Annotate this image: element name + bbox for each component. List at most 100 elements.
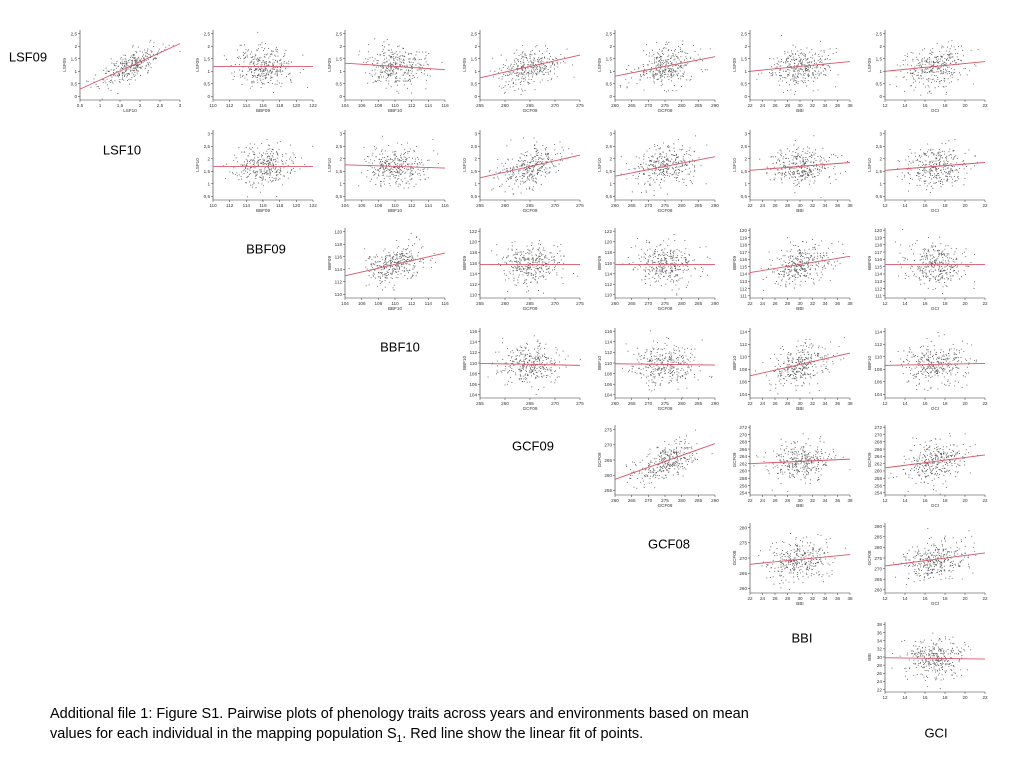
data-point [262, 61, 264, 63]
data-point [918, 173, 920, 175]
x-tick-label: 36 [835, 103, 841, 108]
data-point [423, 64, 425, 66]
data-point [649, 77, 651, 79]
data-point [392, 273, 393, 275]
data-point [412, 173, 414, 175]
data-point [662, 170, 664, 172]
data-point [924, 153, 926, 154]
data-point [672, 90, 674, 91]
data-point [275, 67, 277, 68]
data-point [940, 186, 942, 188]
data-point [245, 167, 246, 169]
data-point [529, 64, 531, 66]
data-point [924, 154, 926, 156]
data-point [788, 75, 790, 77]
x-tick-label: 260 [501, 103, 509, 108]
data-point [663, 172, 664, 174]
data-point [679, 49, 681, 51]
data-point [801, 168, 803, 170]
data-point [245, 170, 247, 172]
data-point [535, 46, 537, 48]
data-point [258, 68, 260, 70]
data-point [965, 68, 966, 69]
data-point [290, 144, 292, 146]
data-point [534, 70, 536, 72]
data-point [246, 74, 248, 76]
data-point [945, 143, 947, 145]
data-point [411, 170, 412, 172]
data-point [383, 62, 385, 64]
data-point [654, 59, 655, 61]
data-point [559, 141, 561, 143]
data-point [539, 64, 541, 66]
data-point [659, 71, 661, 72]
data-point [949, 48, 951, 50]
data-point [526, 161, 528, 163]
data-point [530, 174, 532, 176]
data-point [122, 72, 124, 74]
data-point [681, 64, 683, 66]
data-point [388, 59, 390, 61]
data-point [273, 62, 275, 64]
data-point [924, 86, 926, 88]
data-point [803, 174, 804, 176]
data-point [225, 163, 227, 165]
y-axis-title: LSF10 [597, 158, 602, 172]
data-point [507, 171, 509, 173]
data-point [552, 58, 554, 60]
data-point [266, 77, 268, 79]
data-point [668, 49, 670, 51]
data-point [143, 60, 145, 62]
data-point [254, 143, 256, 145]
data-point [807, 166, 809, 168]
data-point [137, 70, 138, 72]
data-point [933, 62, 935, 64]
data-point [648, 175, 650, 177]
data-point [526, 179, 528, 181]
data-point [424, 58, 425, 60]
data-point [814, 152, 816, 154]
data-point [255, 178, 257, 180]
data-point [396, 170, 398, 172]
x-tick-label: 116 [259, 103, 267, 108]
data-point [889, 84, 891, 86]
data-point [928, 156, 929, 158]
data-point [437, 163, 439, 165]
data-point [795, 53, 797, 55]
data-point [653, 78, 655, 80]
data-point [411, 92, 412, 94]
data-point [800, 68, 802, 70]
data-point [96, 86, 98, 87]
y-tick-label: 110 [335, 292, 343, 297]
data-point [564, 56, 566, 58]
y-tick-label: 0 [74, 94, 77, 99]
data-point [135, 66, 137, 68]
data-point [825, 58, 827, 60]
data-point [659, 181, 661, 183]
data-point [269, 55, 271, 57]
data-point [541, 153, 542, 155]
data-point [924, 171, 926, 173]
data-point [666, 158, 668, 160]
data-point [656, 160, 658, 162]
data-point [949, 176, 951, 177]
data-point [388, 261, 390, 263]
data-point [520, 53, 522, 55]
data-point [498, 172, 500, 174]
data-point [379, 53, 381, 55]
data-point [785, 77, 787, 79]
data-point [140, 67, 142, 69]
data-point [658, 69, 660, 71]
data-point [524, 155, 526, 157]
data-point [769, 72, 770, 74]
data-point [810, 161, 812, 163]
data-point [513, 64, 515, 65]
data-point [937, 61, 939, 63]
y-tick-label: 0,5 [606, 194, 613, 199]
data-point [400, 156, 402, 158]
data-point [276, 175, 278, 177]
data-point [262, 172, 264, 174]
data-point [137, 63, 139, 65]
y-tick-label: 1,5 [336, 169, 343, 174]
